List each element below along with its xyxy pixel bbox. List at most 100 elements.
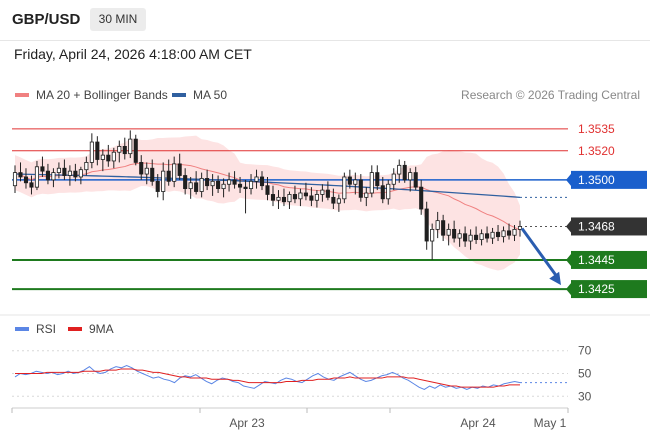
candle [501,230,506,238]
candle [254,176,259,182]
candle [122,145,127,155]
candle [177,163,182,176]
candle [265,185,270,195]
candle [419,186,424,210]
candle [358,179,363,198]
level-label-1.3425: 1.3425 [578,282,615,296]
candle [331,196,336,204]
ma20-legend-swatch [15,93,29,97]
candle [452,228,457,239]
candle [133,138,138,163]
timeframe-button[interactable]: 30 MIN [90,8,146,31]
rsi-tick-70: 70 [578,344,592,358]
rsi-legend-swatch [15,327,29,331]
candle [287,194,292,203]
candle [23,176,29,184]
candle [40,166,45,172]
candle [430,228,435,242]
candle [314,194,319,201]
level-tag-pointer [566,173,571,186]
level-tag-pointer [566,220,571,233]
candle [221,183,226,190]
candle [347,176,352,185]
candle [216,180,221,190]
forecast-arrow-head [549,271,561,286]
candle [435,220,440,230]
candle [479,233,484,240]
symbol-title: GBP/USD [12,11,81,28]
candle [139,162,144,175]
candle [67,170,72,176]
candle [375,172,380,187]
candle [166,170,171,182]
candle [353,179,358,185]
candle [150,167,155,182]
level-tag-1.3425 [571,280,647,299]
candle [369,172,374,194]
candle [342,176,347,200]
candle [441,220,446,236]
level-label-1.3468: 1.3468 [578,219,615,233]
candle [408,172,413,181]
candle [18,172,23,178]
candle [292,194,297,200]
level-label-1.3445: 1.3445 [578,253,615,267]
candle [29,182,34,188]
level-label-1.3535: 1.3535 [578,122,615,136]
rsi-tick-50: 50 [578,367,592,381]
candle [506,230,512,236]
candle [424,208,429,242]
candle [155,180,160,192]
candle [413,172,418,188]
time-label-apr-23: Apr 23 [229,416,265,430]
candle [199,178,204,192]
candle [457,233,462,239]
candle [56,167,61,174]
candle [485,233,490,239]
candle [298,192,303,200]
candle [232,179,237,185]
candle [380,185,385,200]
candle [276,196,281,201]
candle [402,164,407,181]
rsi-ma-line [15,368,520,388]
candle [336,198,341,204]
candle [128,138,133,155]
candle [325,189,330,198]
candle [386,183,391,200]
candle [183,175,188,190]
candle [188,182,193,190]
level-label-1.3520: 1.3520 [578,144,615,158]
level-tag-1.3445 [571,250,647,269]
candle [303,192,308,197]
candle [270,194,276,201]
time-label-apr-24: Apr 24 [460,416,496,430]
candle [45,170,50,181]
forecast-arrow-shaft [520,227,560,279]
level-tag-1.3500 [571,170,647,189]
candle [210,180,215,187]
top-bar: GBP/USD 30 MIN [0,0,650,41]
candle [62,167,67,176]
candle [34,166,40,188]
candle [12,172,18,187]
candle [446,228,451,236]
candle [117,145,122,153]
level-tag-1.3468 [571,217,647,236]
candle [78,169,83,178]
candle [495,231,501,238]
research-credit: Research © 2026 Trading Central [461,88,640,102]
candle [474,234,479,240]
level-tag-pointer [566,253,571,266]
candle [95,141,100,160]
price-chart: 1.3535 1.3520 1.3500 1.3468 1.3445 1.3425 [12,122,647,299]
candle [490,231,495,239]
candle [309,195,314,201]
rsi-ma-legend-label: 9MA [89,322,114,336]
candle [161,170,166,192]
time-label-may-1: May 1 [534,416,567,430]
candle [194,182,199,192]
candle [364,192,369,198]
candle [468,234,473,242]
